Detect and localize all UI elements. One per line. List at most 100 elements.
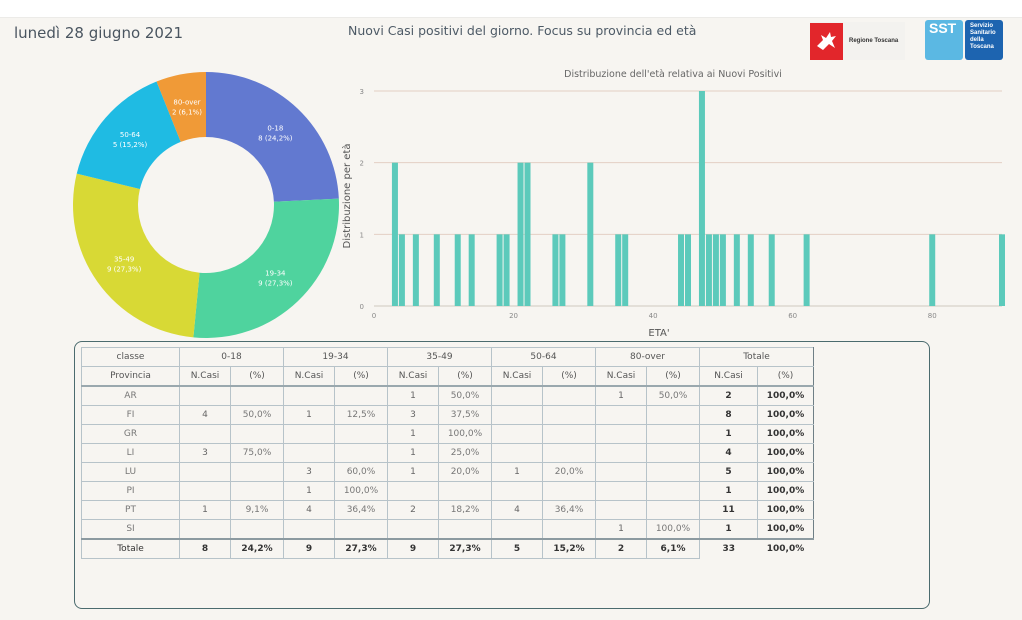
age-bar[interactable] xyxy=(552,234,559,306)
donut-slice-19-34[interactable] xyxy=(193,198,340,339)
age-bar[interactable] xyxy=(517,162,524,306)
percent-cell xyxy=(542,385,596,406)
age-bar[interactable] xyxy=(496,234,503,306)
donut-slice-80-over[interactable] xyxy=(156,72,206,142)
age-bar[interactable] xyxy=(719,234,726,306)
count-cell xyxy=(595,443,647,463)
donut-label-value: 9 (27,3%) xyxy=(107,265,142,273)
header-percent: (%) xyxy=(542,366,596,387)
total-count-cell: 1 xyxy=(699,424,758,444)
table-row: AR 1 50,0% 1 50,0% 2 100,0% xyxy=(81,385,814,406)
count-cell: 3 xyxy=(179,443,231,463)
total-percent-cell: 100,0% xyxy=(757,385,814,406)
age-bar[interactable] xyxy=(705,234,712,306)
percent-cell: 20,0% xyxy=(542,462,596,482)
count-cell: 1 xyxy=(387,462,439,482)
age-bar[interactable] xyxy=(712,234,719,306)
count-cell xyxy=(491,443,543,463)
header-classe: classe xyxy=(81,347,180,367)
total-count-cell: 8 xyxy=(699,405,758,425)
y-tick-label: 3 xyxy=(360,88,364,96)
count-cell xyxy=(491,385,543,406)
age-bar[interactable] xyxy=(412,234,419,306)
age-bar[interactable] xyxy=(929,234,936,306)
count-cell: 8 xyxy=(179,538,231,559)
regione-toscana-logo: Regione Toscana xyxy=(810,22,905,60)
age-bar[interactable] xyxy=(559,234,566,306)
age-bar[interactable] xyxy=(433,234,440,306)
total-percent-cell: 100,0% xyxy=(757,519,814,540)
percent-cell: 15,2% xyxy=(542,538,596,559)
age-bar[interactable] xyxy=(999,234,1005,306)
total-count-cell: 11 xyxy=(699,500,758,520)
table-row: FI 4 50,0% 1 12,5% 3 37,5% 8 100,0% xyxy=(81,405,814,425)
count-cell xyxy=(387,481,439,501)
age-bar[interactable] xyxy=(768,234,775,306)
percent-cell: 100,0% xyxy=(334,481,388,501)
age-bar[interactable] xyxy=(454,234,461,306)
age-class-donut-chart: 0-18 8 (24,2%) 19-34 9 (27,3%) 35-49 9 (27,3%… xyxy=(73,72,340,339)
province-cell: FI xyxy=(81,405,180,425)
percent-cell xyxy=(230,385,284,406)
y-axis-label: Distribuzione per età xyxy=(341,144,353,249)
total-percent-cell: 100,0% xyxy=(757,424,814,444)
header-percent: (%) xyxy=(230,366,284,387)
header-group-80-over: 80-over xyxy=(595,347,700,367)
count-cell: 2 xyxy=(387,500,439,520)
percent-cell xyxy=(646,405,700,425)
percent-cell: 100,0% xyxy=(646,519,700,540)
count-cell: 5 xyxy=(491,538,543,559)
sst-mark-icon: SST xyxy=(925,20,963,60)
province-cell: LU xyxy=(81,462,180,482)
count-cell: 3 xyxy=(387,405,439,425)
donut-slice-35-49[interactable] xyxy=(73,173,200,338)
age-bar[interactable] xyxy=(503,234,510,306)
percent-cell: 25,0% xyxy=(438,443,492,463)
percent-cell: 20,0% xyxy=(438,462,492,482)
count-cell: 3 xyxy=(283,462,335,482)
donut-slice-0-18[interactable] xyxy=(206,72,339,202)
age-bar[interactable] xyxy=(698,91,705,306)
percent-cell: 9,1% xyxy=(230,500,284,520)
donut-label-category: 50-64 xyxy=(120,131,141,139)
age-bar[interactable] xyxy=(391,162,398,306)
age-bar[interactable] xyxy=(622,234,629,306)
age-bar[interactable] xyxy=(747,234,754,306)
age-bar[interactable] xyxy=(733,234,740,306)
province-cell: Totale xyxy=(81,538,180,559)
percent-cell: 36,4% xyxy=(542,500,596,520)
age-bar[interactable] xyxy=(524,162,531,306)
count-cell xyxy=(179,481,231,501)
header-n-casi: N.Casi xyxy=(491,366,543,387)
total-count-cell: 2 xyxy=(699,385,758,406)
age-bar[interactable] xyxy=(685,234,691,306)
percent-cell: 50,0% xyxy=(438,385,492,406)
donut-slice-50-64[interactable] xyxy=(76,81,181,189)
age-bar[interactable] xyxy=(615,234,622,306)
percent-cell xyxy=(230,424,284,444)
age-bar[interactable] xyxy=(587,162,594,306)
donut-label-category: 35-49 xyxy=(114,255,134,263)
table-total-row: Totale 8 24,2% 9 27,3% 9 27,3% 5 15,2% 2 6,1% 33 100… xyxy=(81,538,814,559)
count-cell xyxy=(595,500,647,520)
province-age-table: classe 0-18 19-34 35-49 50-64 80-over To… xyxy=(81,347,814,559)
y-tick-label: 1 xyxy=(360,231,364,239)
count-cell: 2 xyxy=(595,538,647,559)
total-percent-cell: 100,0% xyxy=(757,405,814,425)
age-bar[interactable] xyxy=(398,234,405,306)
count-cell xyxy=(595,462,647,482)
percent-cell xyxy=(230,462,284,482)
count-cell xyxy=(491,481,543,501)
percent-cell xyxy=(334,519,388,540)
count-cell: 1 xyxy=(179,500,231,520)
age-bar[interactable] xyxy=(803,234,810,306)
age-bar[interactable] xyxy=(678,234,685,306)
percent-cell xyxy=(542,424,596,444)
bar-chart-title: Distribuzione dell'età relativa ai Nuovi… xyxy=(564,69,782,80)
count-cell: 1 xyxy=(387,385,439,406)
donut-label-value: 2 (6,1%) xyxy=(172,108,202,116)
count-cell xyxy=(595,405,647,425)
age-bar[interactable] xyxy=(468,234,475,306)
count-cell: 9 xyxy=(387,538,439,559)
x-axis-label: ETA' xyxy=(648,328,669,339)
